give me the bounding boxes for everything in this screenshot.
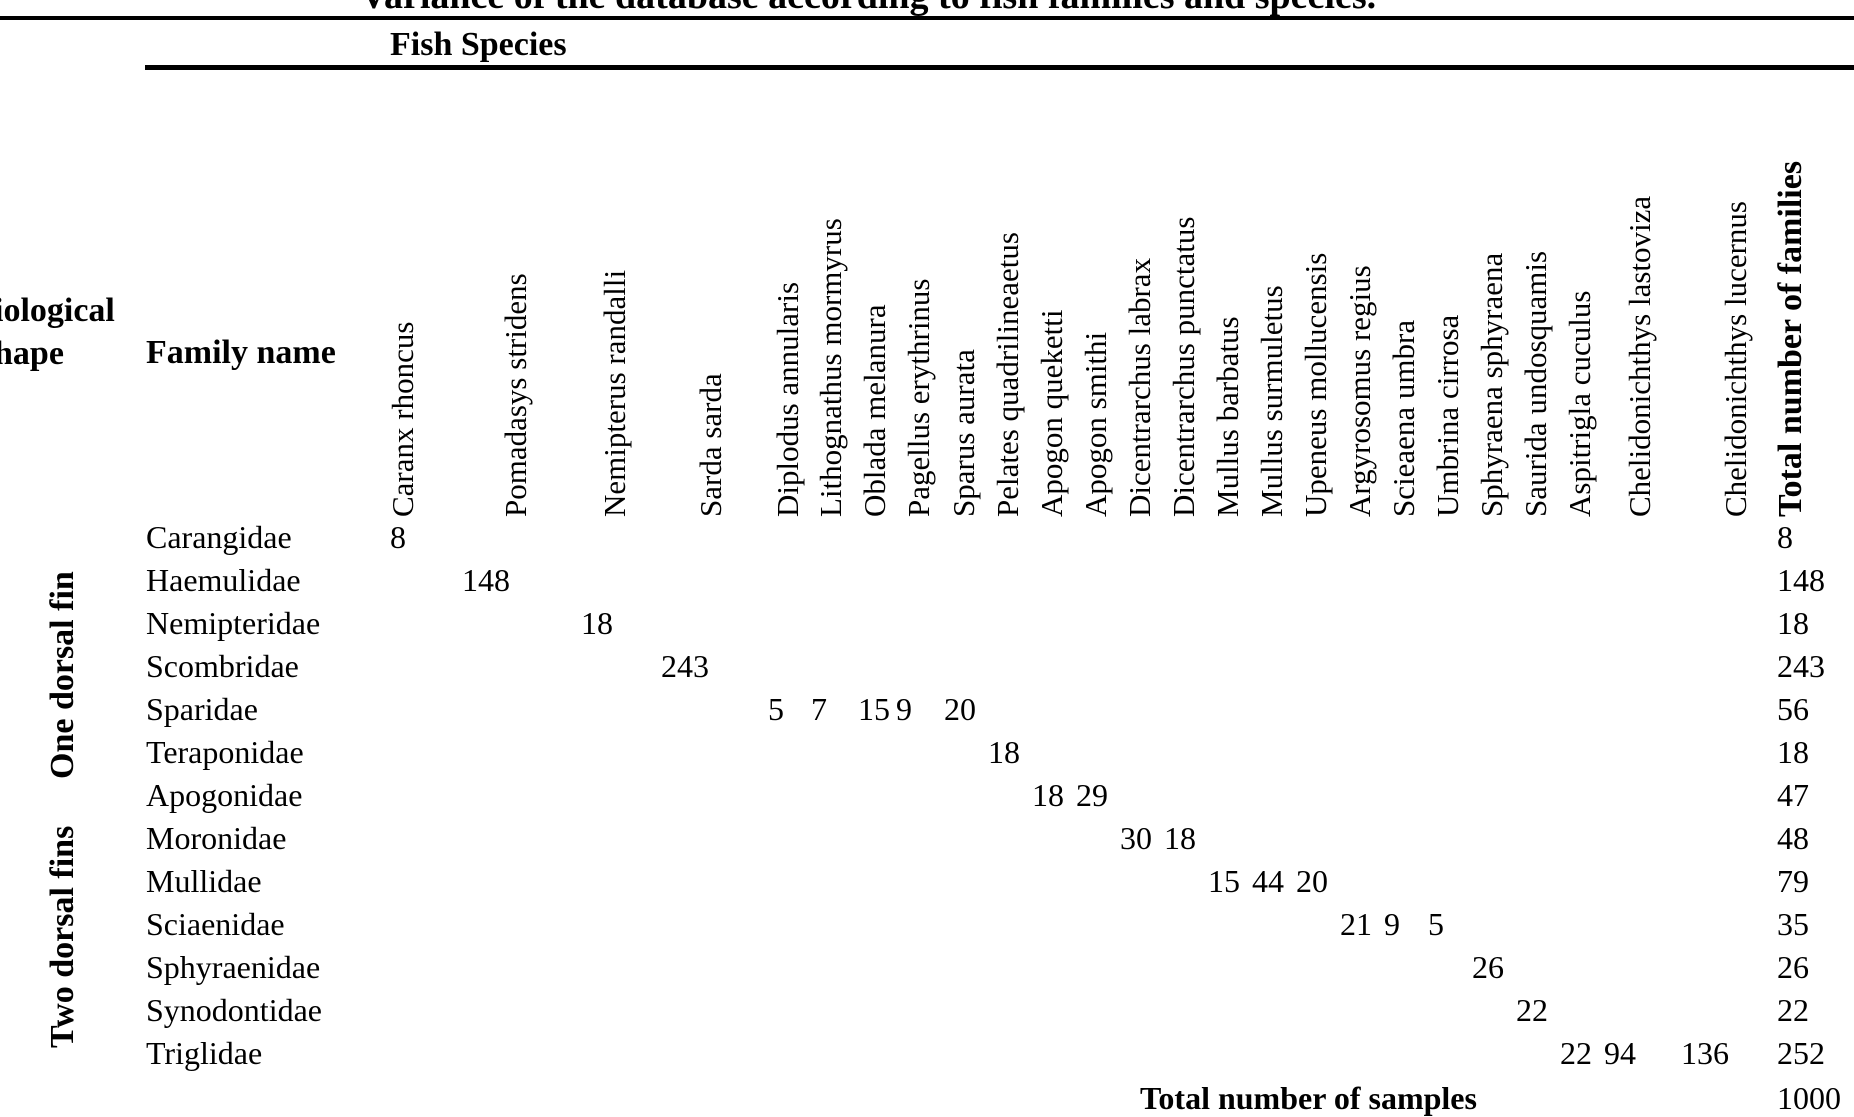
family-name: Sparidae xyxy=(146,691,258,727)
count-cell: 30 xyxy=(1120,820,1152,856)
species-header: Aspitrigla cuculus xyxy=(1562,290,1597,517)
count-cell: 18 xyxy=(581,605,613,641)
total-samples-label: Total number of samples xyxy=(1140,1080,1477,1116)
count-cell: 9 xyxy=(896,691,912,727)
family-name-header: Family name xyxy=(146,334,336,371)
species-header: Pomadasys stridens xyxy=(498,273,533,517)
family-total: 18 xyxy=(1777,734,1809,770)
species-header: Dicentrarchus labrax xyxy=(1122,257,1157,517)
count-cell: 7 xyxy=(811,691,827,727)
count-cell: 44 xyxy=(1252,863,1284,899)
count-cell: 94 xyxy=(1604,1035,1636,1071)
count-cell: 18 xyxy=(1032,777,1064,813)
species-header: Pelates quadrilineaetus xyxy=(990,232,1025,517)
count-cell: 15 xyxy=(1208,863,1240,899)
family-total: 148 xyxy=(1777,562,1825,598)
species-header: Diplodus annularis xyxy=(770,281,805,517)
family-name: Haemulidae xyxy=(146,562,301,598)
species-header: Caranx rhoncus xyxy=(385,321,420,517)
count-cell: 8 xyxy=(390,519,406,555)
count-cell: 9 xyxy=(1384,906,1400,942)
family-name: Scombridae xyxy=(146,648,299,684)
total-samples-value: 1000 xyxy=(1777,1080,1841,1116)
count-cell: 18 xyxy=(1164,820,1196,856)
family-name: Triglidae xyxy=(146,1035,263,1071)
top-rule xyxy=(0,16,1854,20)
shape-header-line1: iological xyxy=(0,292,115,329)
group-label-two-dorsal-fins: Two dorsal fins xyxy=(44,825,81,1048)
species-header: Upeneus mollucensis xyxy=(1298,252,1333,517)
family-total: 47 xyxy=(1777,777,1809,813)
family-name: Sphyraenidae xyxy=(146,949,321,985)
species-header: Lithognathus mormyrus xyxy=(813,218,848,517)
species-header: Mullus barbatus xyxy=(1210,316,1245,517)
family-name: Synodontidae xyxy=(146,992,322,1028)
count-cell: 5 xyxy=(1428,906,1444,942)
header-rule xyxy=(145,65,1854,70)
family-total: 26 xyxy=(1777,949,1809,985)
count-cell: 243 xyxy=(661,648,709,684)
species-header: Sarda sarda xyxy=(693,373,728,517)
shape-header-line2: hape xyxy=(0,335,64,372)
species-header: Dicentrarchus punctatus xyxy=(1166,216,1201,517)
family-total: 8 xyxy=(1777,519,1793,555)
family-total: 22 xyxy=(1777,992,1809,1028)
table-title: Variance of the database according to fi… xyxy=(360,0,1376,18)
species-header: Sphyraena sphyraena xyxy=(1474,252,1509,517)
count-cell: 21 xyxy=(1340,906,1372,942)
species-header: Saurida undosquamis xyxy=(1518,250,1553,517)
count-cell: 15 xyxy=(858,691,890,727)
family-total: 252 xyxy=(1777,1035,1825,1071)
group-label-one-dorsal-fin: One dorsal fin xyxy=(44,571,81,779)
species-header: Scieaena umbra xyxy=(1386,319,1421,517)
total-families-header: Total number of families xyxy=(1772,160,1809,517)
count-cell: 5 xyxy=(768,691,784,727)
family-total: 35 xyxy=(1777,906,1809,942)
family-name: Carangidae xyxy=(146,519,292,555)
count-cell: 22 xyxy=(1516,992,1548,1028)
family-name: Teraponidae xyxy=(146,734,304,770)
species-header: Umbrina cirrosa xyxy=(1430,314,1465,517)
fish-species-header: Fish Species xyxy=(390,26,567,63)
family-name: Mullidae xyxy=(146,863,262,899)
count-cell: 18 xyxy=(988,734,1020,770)
count-cell: 136 xyxy=(1681,1035,1729,1071)
species-header: Nemipterus randalli xyxy=(597,269,632,517)
species-header: Chelidonichthys lastoviza xyxy=(1622,195,1657,517)
species-header: Argyrosomus regius xyxy=(1342,265,1377,517)
family-total: 56 xyxy=(1777,691,1809,727)
count-cell: 20 xyxy=(1296,863,1328,899)
species-header: Pagellus erythrinus xyxy=(901,278,936,518)
species-header: Apogon queketti xyxy=(1034,309,1069,518)
species-header: Sparus aurata xyxy=(946,349,981,517)
species-header: Apogon smithi xyxy=(1078,331,1113,517)
count-cell: 29 xyxy=(1076,777,1108,813)
count-cell: 26 xyxy=(1472,949,1504,985)
family-total: 79 xyxy=(1777,863,1809,899)
family-total: 18 xyxy=(1777,605,1809,641)
family-name: Moronidae xyxy=(146,820,287,856)
count-cell: 148 xyxy=(462,562,510,598)
count-cell: 22 xyxy=(1560,1035,1592,1071)
species-header: Mullus surmuletus xyxy=(1254,285,1289,517)
family-total: 243 xyxy=(1777,648,1825,684)
family-total: 48 xyxy=(1777,820,1809,856)
family-name: Apogonidae xyxy=(146,777,303,813)
species-header: Oblada melanura xyxy=(857,304,892,517)
family-name: Sciaenidae xyxy=(146,906,285,942)
count-cell: 20 xyxy=(944,691,976,727)
family-name: Nemipteridae xyxy=(146,605,321,641)
species-header: Chelidonichthys lucernus xyxy=(1718,201,1753,517)
